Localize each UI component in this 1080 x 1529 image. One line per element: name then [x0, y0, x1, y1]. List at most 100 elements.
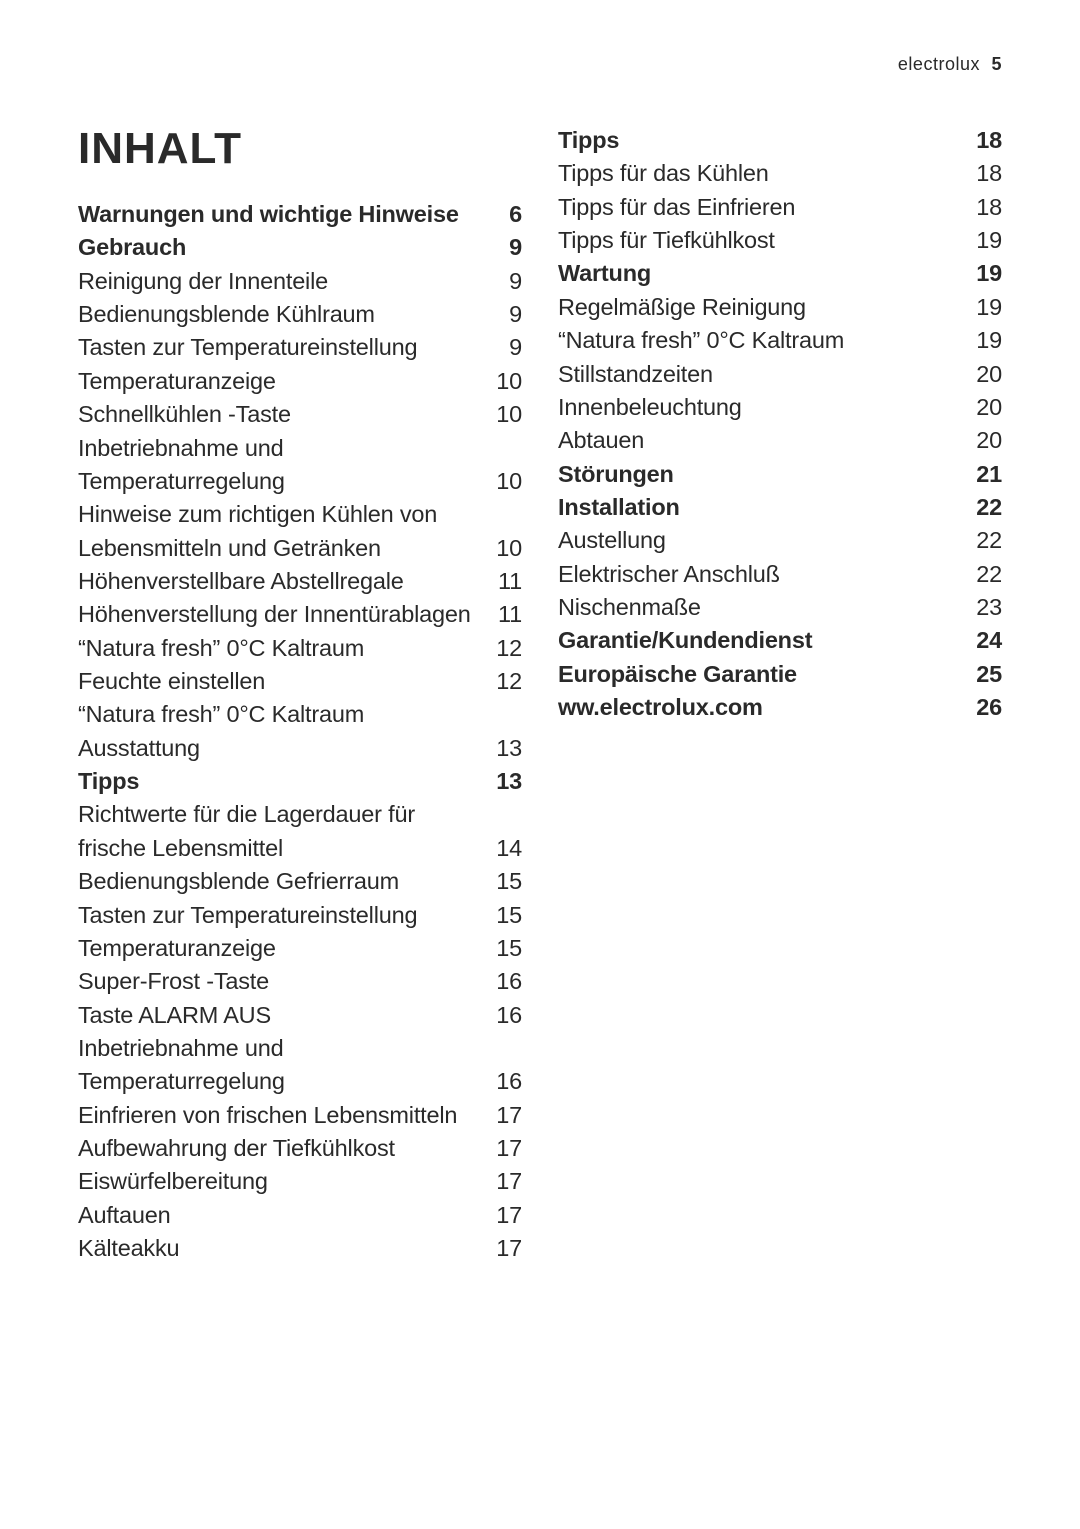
toc-label: Tipps für das Kühlen [558, 157, 976, 190]
toc-label: Stillstandzeiten [558, 358, 976, 391]
toc-label: Störungen [558, 458, 976, 491]
toc-row: Tipps18 [558, 124, 1002, 157]
toc-label: Temperaturregelung [78, 465, 496, 498]
toc-label: Regelmäßige Reinigung [558, 291, 976, 324]
toc-label: Tipps für das Einfrieren [558, 191, 976, 224]
toc-row: Warnungen und wichtige Hinweise6 [78, 198, 522, 231]
toc-label: Elektrischer Anschluß [558, 558, 976, 591]
toc-right: Tipps18Tipps für das Kühlen18Tipps für d… [558, 124, 1002, 724]
toc-row: Elektrischer Anschluß22 [558, 558, 1002, 591]
toc-row: Bedienungsblende Kühlraum9 [78, 298, 522, 331]
toc-row: Tasten zur Temperatureinstellung9 [78, 331, 522, 364]
toc-row: ww.electrolux.com26 [558, 691, 1002, 724]
toc-row: “Natura fresh” 0°C Kaltraum12 [78, 632, 522, 665]
toc-page: 19 [976, 291, 1002, 324]
brand-text: electrolux [898, 54, 980, 74]
toc-page: 15 [496, 932, 522, 965]
toc-label: Innenbeleuchtung [558, 391, 976, 424]
toc-row: “Natura fresh” 0°C Kaltraum19 [558, 324, 1002, 357]
toc-label: Aufbewahrung der Tiefkühlkost [78, 1132, 496, 1165]
toc-page: 22 [976, 524, 1002, 557]
toc-row: Störungen21 [558, 458, 1002, 491]
toc-label: Reinigung der Innenteile [78, 265, 509, 298]
toc-row: Temperaturanzeige15 [78, 932, 522, 965]
toc-label: ww.electrolux.com [558, 691, 976, 724]
toc-label: Inbetriebnahme und [78, 1032, 522, 1065]
toc-page: 9 [509, 231, 522, 264]
toc-page: 14 [496, 832, 522, 865]
toc-label: Super-Frost -Taste [78, 965, 496, 998]
toc-page: 26 [976, 691, 1002, 724]
toc-label: Tasten zur Temperatureinstellung [78, 899, 496, 932]
toc-page: 9 [509, 331, 522, 364]
toc-page: 10 [496, 398, 522, 431]
toc-page: 16 [496, 999, 522, 1032]
toc-row: Eiswürfelbereitung17 [78, 1165, 522, 1198]
toc-label: Warnungen und wichtige Hinweise [78, 198, 509, 231]
toc-page: 16 [496, 965, 522, 998]
toc-page: 20 [976, 424, 1002, 457]
toc-label: Abtauen [558, 424, 976, 457]
toc-page: 22 [976, 491, 1002, 524]
toc-row: Bedienungsblende Gefrierraum15 [78, 865, 522, 898]
toc-left: Warnungen und wichtige Hinweise6Gebrauch… [78, 198, 522, 1266]
toc-label: Tipps [78, 765, 496, 798]
toc-label: Gebrauch [78, 231, 509, 264]
toc-row: Feuchte einstellen12 [78, 665, 522, 698]
toc-page: 11 [498, 598, 522, 631]
toc-page: 17 [496, 1199, 522, 1232]
toc-page: 10 [496, 465, 522, 498]
toc-label: Wartung [558, 257, 976, 290]
toc-page: 12 [496, 665, 522, 698]
toc-row: Schnellkühlen -Taste10 [78, 398, 522, 431]
toc-page: 22 [976, 558, 1002, 591]
toc-label: Installation [558, 491, 976, 524]
toc-page: 19 [976, 224, 1002, 257]
toc-label: Inbetriebnahme und [78, 432, 522, 465]
toc-label: Tasten zur Temperatureinstellung [78, 331, 509, 364]
toc-page: 25 [976, 658, 1002, 691]
toc-page: 16 [496, 1065, 522, 1098]
toc-row: Gebrauch9 [78, 231, 522, 264]
toc-row: Nischenmaße23 [558, 591, 1002, 624]
toc-page: 9 [509, 265, 522, 298]
toc-page: 10 [496, 532, 522, 565]
toc-label: Nischenmaße [558, 591, 976, 624]
toc-row: frische Lebensmittel14 [78, 832, 522, 865]
toc-label: Auftauen [78, 1199, 496, 1232]
toc-page: 20 [976, 358, 1002, 391]
toc-row: Inbetriebnahme und [78, 1032, 522, 1065]
toc-label: Austellung [558, 524, 976, 557]
toc-row: Höhenverstellbare Abstellregale11 [78, 565, 522, 598]
toc-label: Feuchte einstellen [78, 665, 496, 698]
toc-row: Tipps13 [78, 765, 522, 798]
toc-page: 13 [496, 732, 522, 765]
toc-row: Hinweise zum richtigen Kühlen von [78, 498, 522, 531]
toc-label: Höhenverstellung der Innentürablagen [78, 598, 498, 631]
toc-row: Lebensmitteln und Getränken10 [78, 532, 522, 565]
toc-row: Auftauen17 [78, 1199, 522, 1232]
toc-label: Tipps [558, 124, 976, 157]
toc-label: frische Lebensmittel [78, 832, 496, 865]
toc-row: Installation22 [558, 491, 1002, 524]
toc-row: Kälteakku17 [78, 1232, 522, 1265]
toc-label: Höhenverstellbare Abstellregale [78, 565, 498, 598]
toc-page: 9 [509, 298, 522, 331]
toc-label: Kälteakku [78, 1232, 496, 1265]
left-column: INHALT Warnungen und wichtige Hinweise6G… [78, 124, 522, 1266]
toc-row: Innenbeleuchtung20 [558, 391, 1002, 424]
toc-page: 19 [976, 257, 1002, 290]
page-title: INHALT [78, 124, 522, 174]
toc-page: 15 [496, 865, 522, 898]
content-columns: INHALT Warnungen und wichtige Hinweise6G… [78, 124, 1002, 1266]
toc-row: Tasten zur Temperatureinstellung15 [78, 899, 522, 932]
toc-row: Taste ALARM AUS16 [78, 999, 522, 1032]
toc-label: Schnellkühlen -Taste [78, 398, 496, 431]
toc-page: 17 [496, 1099, 522, 1132]
toc-row: Aufbewahrung der Tiefkühlkost17 [78, 1132, 522, 1165]
toc-row: Tipps für das Einfrieren18 [558, 191, 1002, 224]
toc-page: 10 [496, 365, 522, 398]
toc-label: “Natura fresh” 0°C Kaltraum [558, 324, 976, 357]
toc-page: 17 [496, 1132, 522, 1165]
toc-row: Austellung22 [558, 524, 1002, 557]
